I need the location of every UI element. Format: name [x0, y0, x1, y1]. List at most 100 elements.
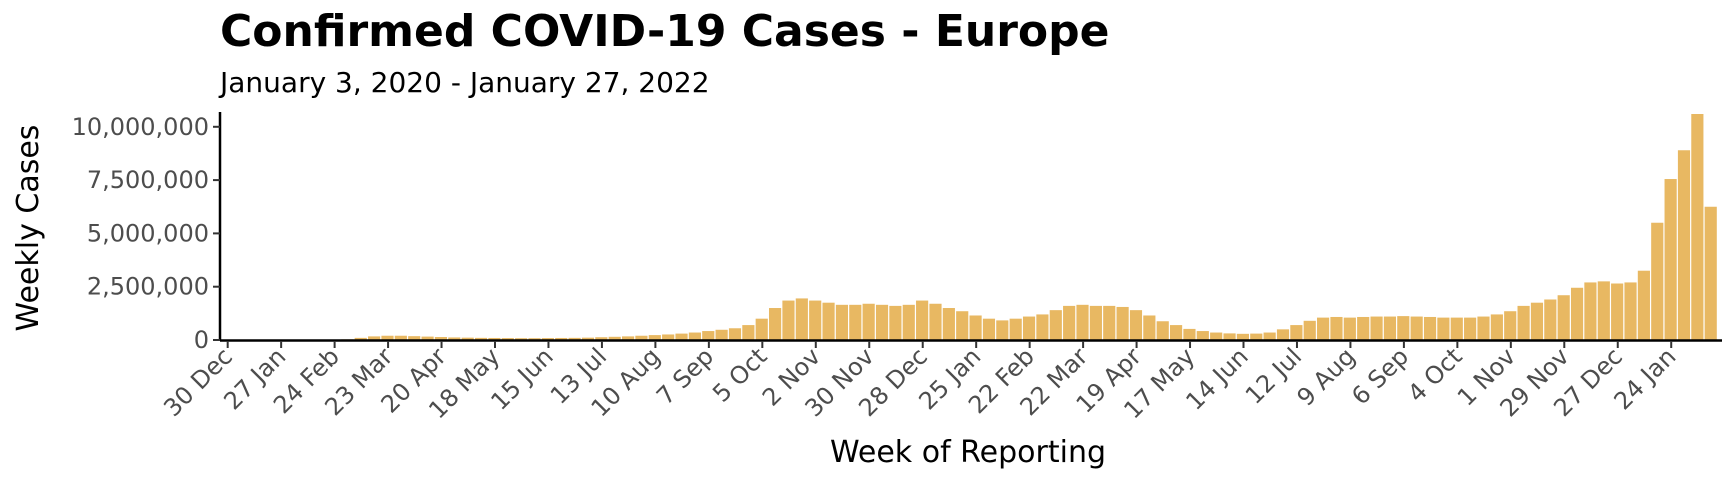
bar [541, 338, 554, 340]
bar [982, 318, 996, 340]
bar [942, 308, 955, 340]
bar [835, 304, 849, 340]
bar [354, 337, 367, 340]
bar [822, 302, 835, 340]
bar [1450, 317, 1463, 340]
bar [1597, 281, 1610, 340]
bar [648, 335, 661, 340]
bar [1477, 316, 1490, 340]
bar [1637, 270, 1650, 340]
bar [1169, 325, 1183, 340]
bar [862, 303, 875, 340]
bar [875, 304, 889, 340]
bar [688, 332, 701, 340]
bar [501, 338, 514, 340]
bar [621, 336, 635, 340]
bar [809, 300, 822, 340]
bar [1504, 311, 1517, 340]
bar [969, 315, 982, 340]
bar [1343, 317, 1356, 340]
y-axis-title: Weekly Cases [11, 125, 46, 332]
bar [1183, 328, 1196, 340]
bar [568, 337, 581, 340]
x-tick-label: 12 Jul [1240, 342, 1307, 409]
bar [1397, 316, 1410, 340]
bar [1704, 206, 1717, 340]
bar [956, 311, 969, 340]
bar [755, 318, 768, 340]
bar [1423, 316, 1437, 340]
bar [1089, 305, 1102, 340]
bar [515, 338, 528, 340]
bar [381, 335, 394, 340]
bar [849, 304, 862, 340]
bar [555, 337, 568, 340]
chart-title: Confirmed COVID-19 Cases - Europe [220, 6, 1110, 57]
bar [1530, 302, 1544, 340]
bar [702, 331, 715, 340]
bar [1236, 333, 1249, 340]
bar [1103, 305, 1116, 340]
bar [368, 336, 381, 340]
bar [461, 337, 474, 340]
bar [581, 337, 595, 340]
bar [769, 308, 782, 340]
y-tick-label: 10,000,000 [72, 113, 209, 141]
bar [1410, 316, 1423, 340]
bar [1009, 318, 1022, 340]
bar [1357, 316, 1370, 340]
bar [394, 335, 407, 340]
y-tick-label: 5,000,000 [87, 219, 209, 247]
bar [1210, 332, 1223, 340]
bar [675, 333, 688, 340]
bar [1049, 310, 1062, 340]
bar [1584, 282, 1597, 340]
bar [528, 338, 541, 340]
bar-series [327, 114, 1717, 340]
bar [1129, 310, 1143, 340]
bar [1437, 317, 1450, 340]
bar [1691, 114, 1704, 340]
bar [929, 303, 942, 340]
bar [421, 336, 434, 340]
bar [408, 336, 421, 340]
bar [1223, 333, 1236, 340]
bar [795, 298, 808, 340]
bar [635, 335, 648, 340]
bar [996, 320, 1009, 340]
bar [715, 329, 728, 340]
bar [1116, 306, 1129, 340]
bar [1290, 325, 1303, 340]
bar [1263, 332, 1276, 340]
bar [1651, 222, 1664, 340]
y-axis: 0 2,500,000 5,000,000 7,500,000 10,000,000 [72, 112, 222, 354]
x-tick-label: 7 Sep [651, 342, 719, 410]
bar [662, 334, 675, 340]
bar [1557, 295, 1570, 340]
bar [889, 305, 902, 340]
x-tick-label: 9 Aug [1292, 342, 1361, 411]
bar [488, 337, 501, 340]
y-tick-label: 0 [194, 326, 209, 354]
x-axis-title: Week of Reporting [830, 435, 1106, 470]
bar [1250, 333, 1263, 340]
bar [782, 300, 795, 340]
bar [1570, 287, 1584, 340]
bar [1156, 321, 1169, 340]
bar [1143, 315, 1156, 340]
x-tick-label: 30 Dec [158, 342, 238, 422]
x-tick-label: 24 Jan [1609, 342, 1682, 415]
y-tick-label: 7,500,000 [87, 166, 209, 194]
bar [474, 337, 488, 340]
bar [1063, 305, 1076, 340]
y-tick-label: 2,500,000 [87, 273, 209, 301]
bar [448, 337, 461, 340]
bar [1196, 331, 1209, 340]
bar [1036, 314, 1049, 340]
bar [1303, 320, 1316, 340]
bar [1517, 305, 1530, 340]
bar [608, 336, 621, 340]
chart-subtitle: January 3, 2020 - January 27, 2022 [220, 66, 710, 99]
